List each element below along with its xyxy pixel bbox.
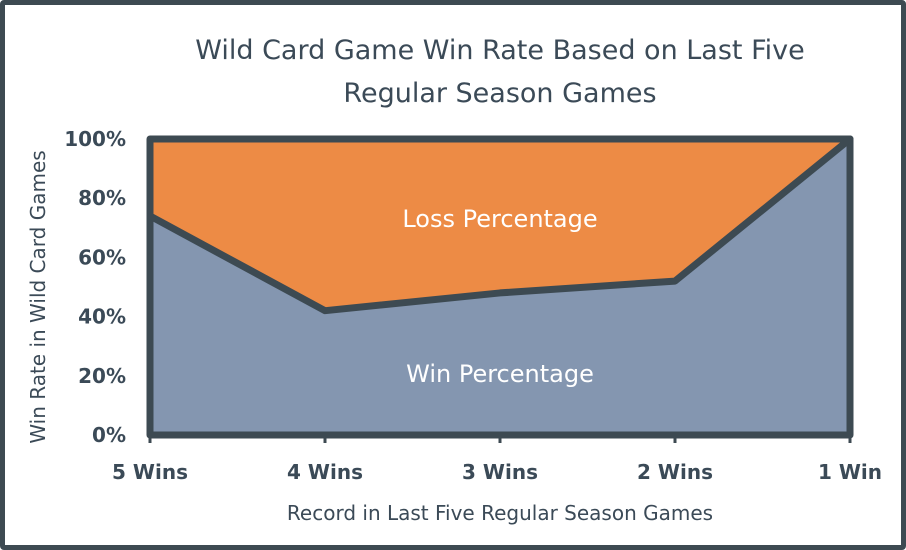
y-tick-label: 0% — [92, 423, 126, 447]
loss-area — [150, 139, 850, 311]
plot-area: 0% 20% 40% 60% 80% 100% 5 Wins 4 Wins 3 Wins 2 Wi… — [64, 127, 882, 484]
y-tick-label: 100% — [64, 127, 126, 151]
y-tick-label: 80% — [78, 186, 126, 210]
x-axis-title: Record in Last Five Regular Season Games — [287, 501, 713, 525]
y-tick-label: 60% — [78, 245, 126, 269]
x-tick-label: 4 Wins — [287, 460, 363, 484]
chart-title-line-2: Regular Season Games — [343, 78, 656, 109]
y-tick-label: 40% — [78, 305, 126, 329]
x-tick-label: 2 Wins — [637, 460, 713, 484]
wild-card-win-rate-chart: Wild Card Game Win Rate Based on Last Fi… — [26, 35, 882, 525]
loss-percentage-label: Loss Percentage — [402, 205, 597, 233]
chart-title-line-1: Wild Card Game Win Rate Based on Last Fi… — [195, 35, 805, 66]
y-tick-label: 20% — [78, 364, 126, 388]
y-axis-title: Win Rate in Wild Card Games — [26, 150, 50, 443]
win-area — [150, 139, 850, 435]
x-tick-label: 3 Wins — [462, 460, 538, 484]
win-loss-boundary-line — [146, 135, 854, 315]
x-tick-label: 5 Wins — [112, 460, 188, 484]
x-tick-label: 1 Win — [818, 460, 882, 484]
win-percentage-label: Win Percentage — [406, 360, 594, 388]
